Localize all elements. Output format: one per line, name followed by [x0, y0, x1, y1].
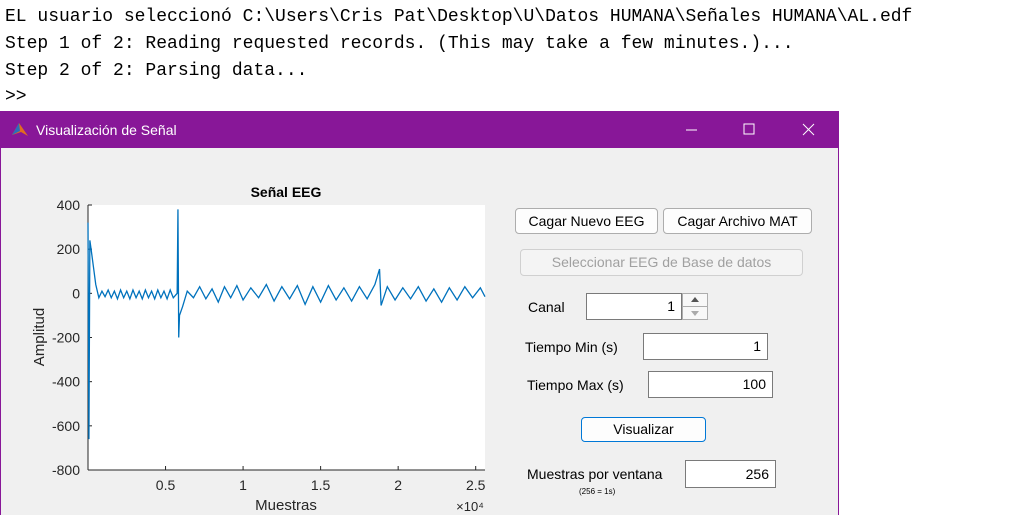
y-tick-label: -400	[52, 374, 80, 390]
window-size-note: (256 = 1s)	[579, 487, 616, 496]
x-tick-label: 1.5	[311, 477, 331, 493]
console-line: Step 2 of 2: Parsing data...	[5, 61, 308, 81]
channel-spinner[interactable]	[682, 293, 708, 320]
tmax-field[interactable]: 100	[648, 371, 773, 398]
plot-area	[88, 205, 485, 470]
y-tick-label: 200	[57, 241, 81, 257]
console-line: Step 1 of 2: Reading requested records. …	[5, 34, 794, 54]
load-mat-button[interactable]: Cagar Archivo MAT	[663, 208, 812, 234]
tmax-label: Tiempo Max (s)	[527, 377, 624, 393]
tmin-label: Tiempo Min (s)	[525, 339, 618, 355]
title-bar: Visualización de Señal	[1, 111, 838, 148]
signal-line	[87, 209, 486, 440]
x-axis-label: Muestras	[255, 497, 317, 514]
window-title: Visualización de Señal	[36, 122, 177, 138]
console-prompt: >>	[5, 87, 27, 107]
app-icon	[12, 123, 28, 136]
tmin-field[interactable]: 1	[643, 333, 768, 360]
window-controls[interactable]	[661, 111, 838, 148]
window-size-label: Muestras por ventana	[527, 466, 663, 482]
channel-label: Canal	[528, 299, 565, 315]
x-tick-label: 2	[394, 477, 402, 493]
channel-field[interactable]: 1	[586, 293, 682, 320]
y-tick-label: -600	[52, 418, 80, 434]
y-tick-label: 0	[72, 285, 80, 301]
y-axis-label: Amplitud	[31, 308, 48, 366]
load-eeg-button[interactable]: Cagar Nuevo EEG	[515, 208, 658, 234]
x-tick-label: 2.5	[466, 477, 486, 493]
window-size-field[interactable]: 256	[685, 460, 776, 488]
x-tick-label: 1	[239, 477, 247, 493]
console-line: EL usuario seleccionó C:\Users\Cris Pat\…	[5, 7, 913, 27]
y-tick-label: -200	[52, 330, 80, 346]
y-tick-label: -800	[52, 462, 80, 478]
x-tick-label: 0.5	[156, 477, 176, 493]
chart-title: Señal EEG	[251, 184, 322, 200]
y-tick-label: 400	[57, 197, 81, 213]
select-db-button[interactable]: Seleccionar EEG de Base de datos	[520, 249, 803, 276]
visualize-button[interactable]: Visualizar	[581, 417, 706, 442]
x-exponent: ×10⁴	[456, 499, 484, 514]
